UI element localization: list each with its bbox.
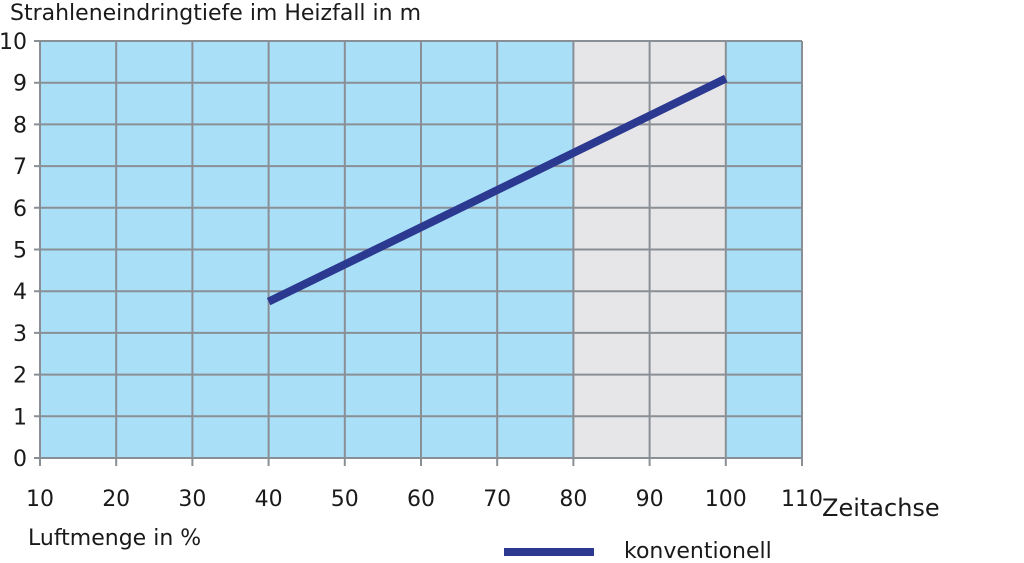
y-tick-label-4: 4 — [13, 280, 27, 305]
y-tick-label-6: 6 — [13, 197, 27, 222]
y-tick-label-8: 8 — [13, 113, 27, 138]
x-tick-label-6: 70 — [483, 487, 511, 512]
legend: konventionell — [504, 539, 772, 563]
y-tick-label-0: 0 — [13, 447, 27, 472]
legend-label: konventionell — [624, 539, 772, 563]
x-tick-label-1: 20 — [102, 487, 130, 512]
y-tick-label-5: 5 — [13, 239, 27, 264]
y-axis-title: Strahleneindringtiefe im Heizfall in m — [10, 1, 421, 26]
x-tick-label-0: 10 — [26, 487, 54, 512]
x-tick-label-2: 30 — [178, 487, 206, 512]
x-tick-label-5: 60 — [407, 487, 435, 512]
y-tick-label-2: 2 — [13, 364, 27, 389]
x-axis-title: Luftmenge in % — [28, 526, 201, 551]
grid-lines — [34, 40, 803, 466]
x-tick-label-7: 80 — [559, 487, 587, 512]
y-tick-label-3: 3 — [13, 322, 27, 347]
x-tick-label-3: 40 — [255, 487, 283, 512]
series-layer — [266, 74, 728, 306]
x-tick-label-10: 110 — [781, 487, 823, 512]
x-tick-labels: 10 20 30 40 50 60 70 80 90 100 110 — [26, 487, 823, 512]
x-tick-label-8: 90 — [636, 487, 664, 512]
x-tick-label-4: 50 — [331, 487, 359, 512]
y-tick-label-1: 1 — [13, 405, 27, 430]
y-tick-label-10: 10 — [0, 30, 27, 55]
y-tick-label-7: 7 — [13, 155, 27, 180]
y-tick-label-9: 9 — [13, 72, 27, 97]
series-line-0 — [266, 74, 728, 306]
y-tick-labels: 0 1 2 3 4 5 6 7 8 9 10 — [0, 30, 27, 472]
x-tick-label-9: 100 — [705, 487, 747, 512]
x-axis-extra-label: Zeitachse — [822, 494, 940, 522]
